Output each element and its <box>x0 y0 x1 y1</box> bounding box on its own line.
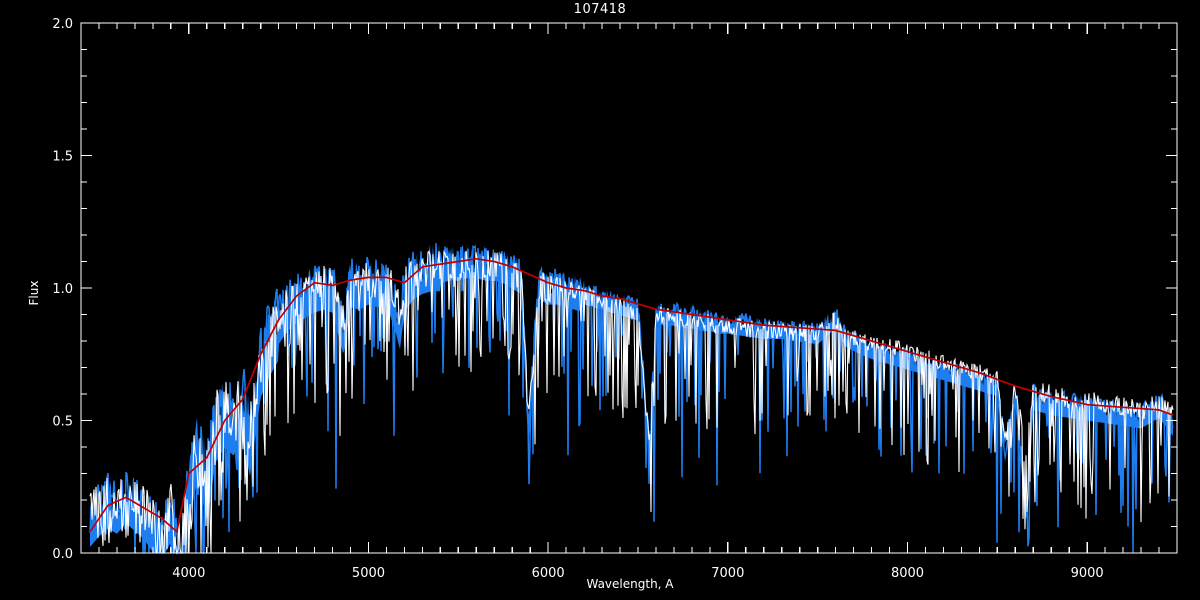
y-tick-label: 0.5 <box>52 415 73 430</box>
x-tick-label: 9000 <box>1071 566 1104 581</box>
continuum-fit-line <box>89 257 1174 533</box>
y-tick-label: 1.5 <box>52 150 73 165</box>
model-spectrum-band <box>90 243 1173 553</box>
x-tick-label: 6000 <box>532 566 565 581</box>
y-tick-label: 2.0 <box>52 17 73 32</box>
x-tick-label: 7000 <box>711 566 744 581</box>
observed-spectrum-line <box>89 250 1174 555</box>
axis-frame <box>80 22 1178 554</box>
series-layer <box>89 243 1174 555</box>
x-tick-label: 4000 <box>172 566 205 581</box>
y-tick-label: 0.0 <box>52 547 73 562</box>
x-axis-label: Wavelength, A <box>586 577 674 591</box>
x-tick-label: 5000 <box>352 566 385 581</box>
tick-label-layer: 4000 5000 6000 7000 8000 9000 0.0 0.5 1.0 1.5 2.0 <box>52 17 1103 581</box>
page-title: 107418 <box>573 2 627 17</box>
y-axis-label: Flux <box>27 281 41 306</box>
model-spectrum-line <box>89 243 1174 554</box>
y-tick-label: 1.0 <box>52 282 73 297</box>
x-tick-label: 8000 <box>891 566 924 581</box>
